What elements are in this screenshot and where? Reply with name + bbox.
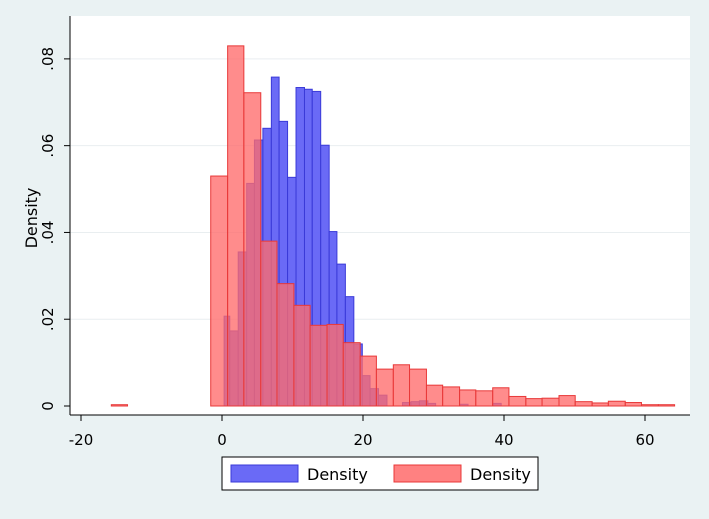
bar-series1-26 xyxy=(624,402,642,407)
bar-series1-11 xyxy=(375,368,394,407)
x-tick-label-4: 60 xyxy=(635,431,654,449)
y-tick-label-0: 0 xyxy=(39,401,57,411)
bar-series1-7 xyxy=(309,324,328,407)
bar-series1-10 xyxy=(359,355,377,407)
bar-series1-20 xyxy=(525,398,543,407)
bar-series1-1 xyxy=(210,175,229,407)
x-tick-label-1: 0 xyxy=(217,431,227,449)
bar-series1-25 xyxy=(607,400,626,407)
x-tick-label-2: 20 xyxy=(353,431,372,449)
bar-series1-15 xyxy=(442,386,461,407)
bar-series1-27 xyxy=(640,404,659,407)
y-axis-title: Density xyxy=(22,188,41,249)
legend-label-blue: Density xyxy=(307,465,368,484)
bar-series1-3 xyxy=(243,92,262,407)
y-tick-label-4: .08 xyxy=(39,47,57,71)
grid-lines xyxy=(70,58,690,320)
bar-series1-12 xyxy=(392,364,411,407)
bar-series1-24 xyxy=(591,402,609,407)
bar-series1-0 xyxy=(110,404,129,407)
bar-series1-19 xyxy=(508,395,527,407)
legend-label-red: Density xyxy=(470,465,531,484)
bar-series1-16 xyxy=(459,389,477,407)
legend-swatch-red xyxy=(393,464,462,483)
bars xyxy=(110,45,676,407)
bar-series1-14 xyxy=(425,384,444,407)
y-tick-label-1: .02 xyxy=(39,307,57,331)
bar-series1-6 xyxy=(293,304,311,407)
x-tick-label-3: 40 xyxy=(494,431,513,449)
bar-series1-28 xyxy=(657,404,676,407)
bar-series1-23 xyxy=(574,401,593,407)
bar-series1-9 xyxy=(342,342,361,407)
bar-series1-22 xyxy=(558,395,576,407)
y-tick-label-2: .04 xyxy=(39,221,57,245)
bar-series1-4 xyxy=(260,240,278,407)
bar-series1-5 xyxy=(276,283,295,407)
legend: Density Density xyxy=(221,456,539,491)
bar-series1-2 xyxy=(227,45,245,407)
bar-series1-13 xyxy=(409,368,427,407)
bar-series1-21 xyxy=(541,397,560,407)
bar-series1-8 xyxy=(326,323,344,407)
y-tick-label-3: .06 xyxy=(39,134,57,158)
bar-series1-18 xyxy=(492,387,510,407)
legend-swatch-blue xyxy=(230,464,299,483)
x-tick-label-0: -20 xyxy=(69,431,94,449)
plot-area xyxy=(70,16,690,415)
axes: 0 .02 .04 .06 .08 -20 0 20 40 60 xyxy=(39,16,690,449)
bar-series1-17 xyxy=(475,390,494,407)
